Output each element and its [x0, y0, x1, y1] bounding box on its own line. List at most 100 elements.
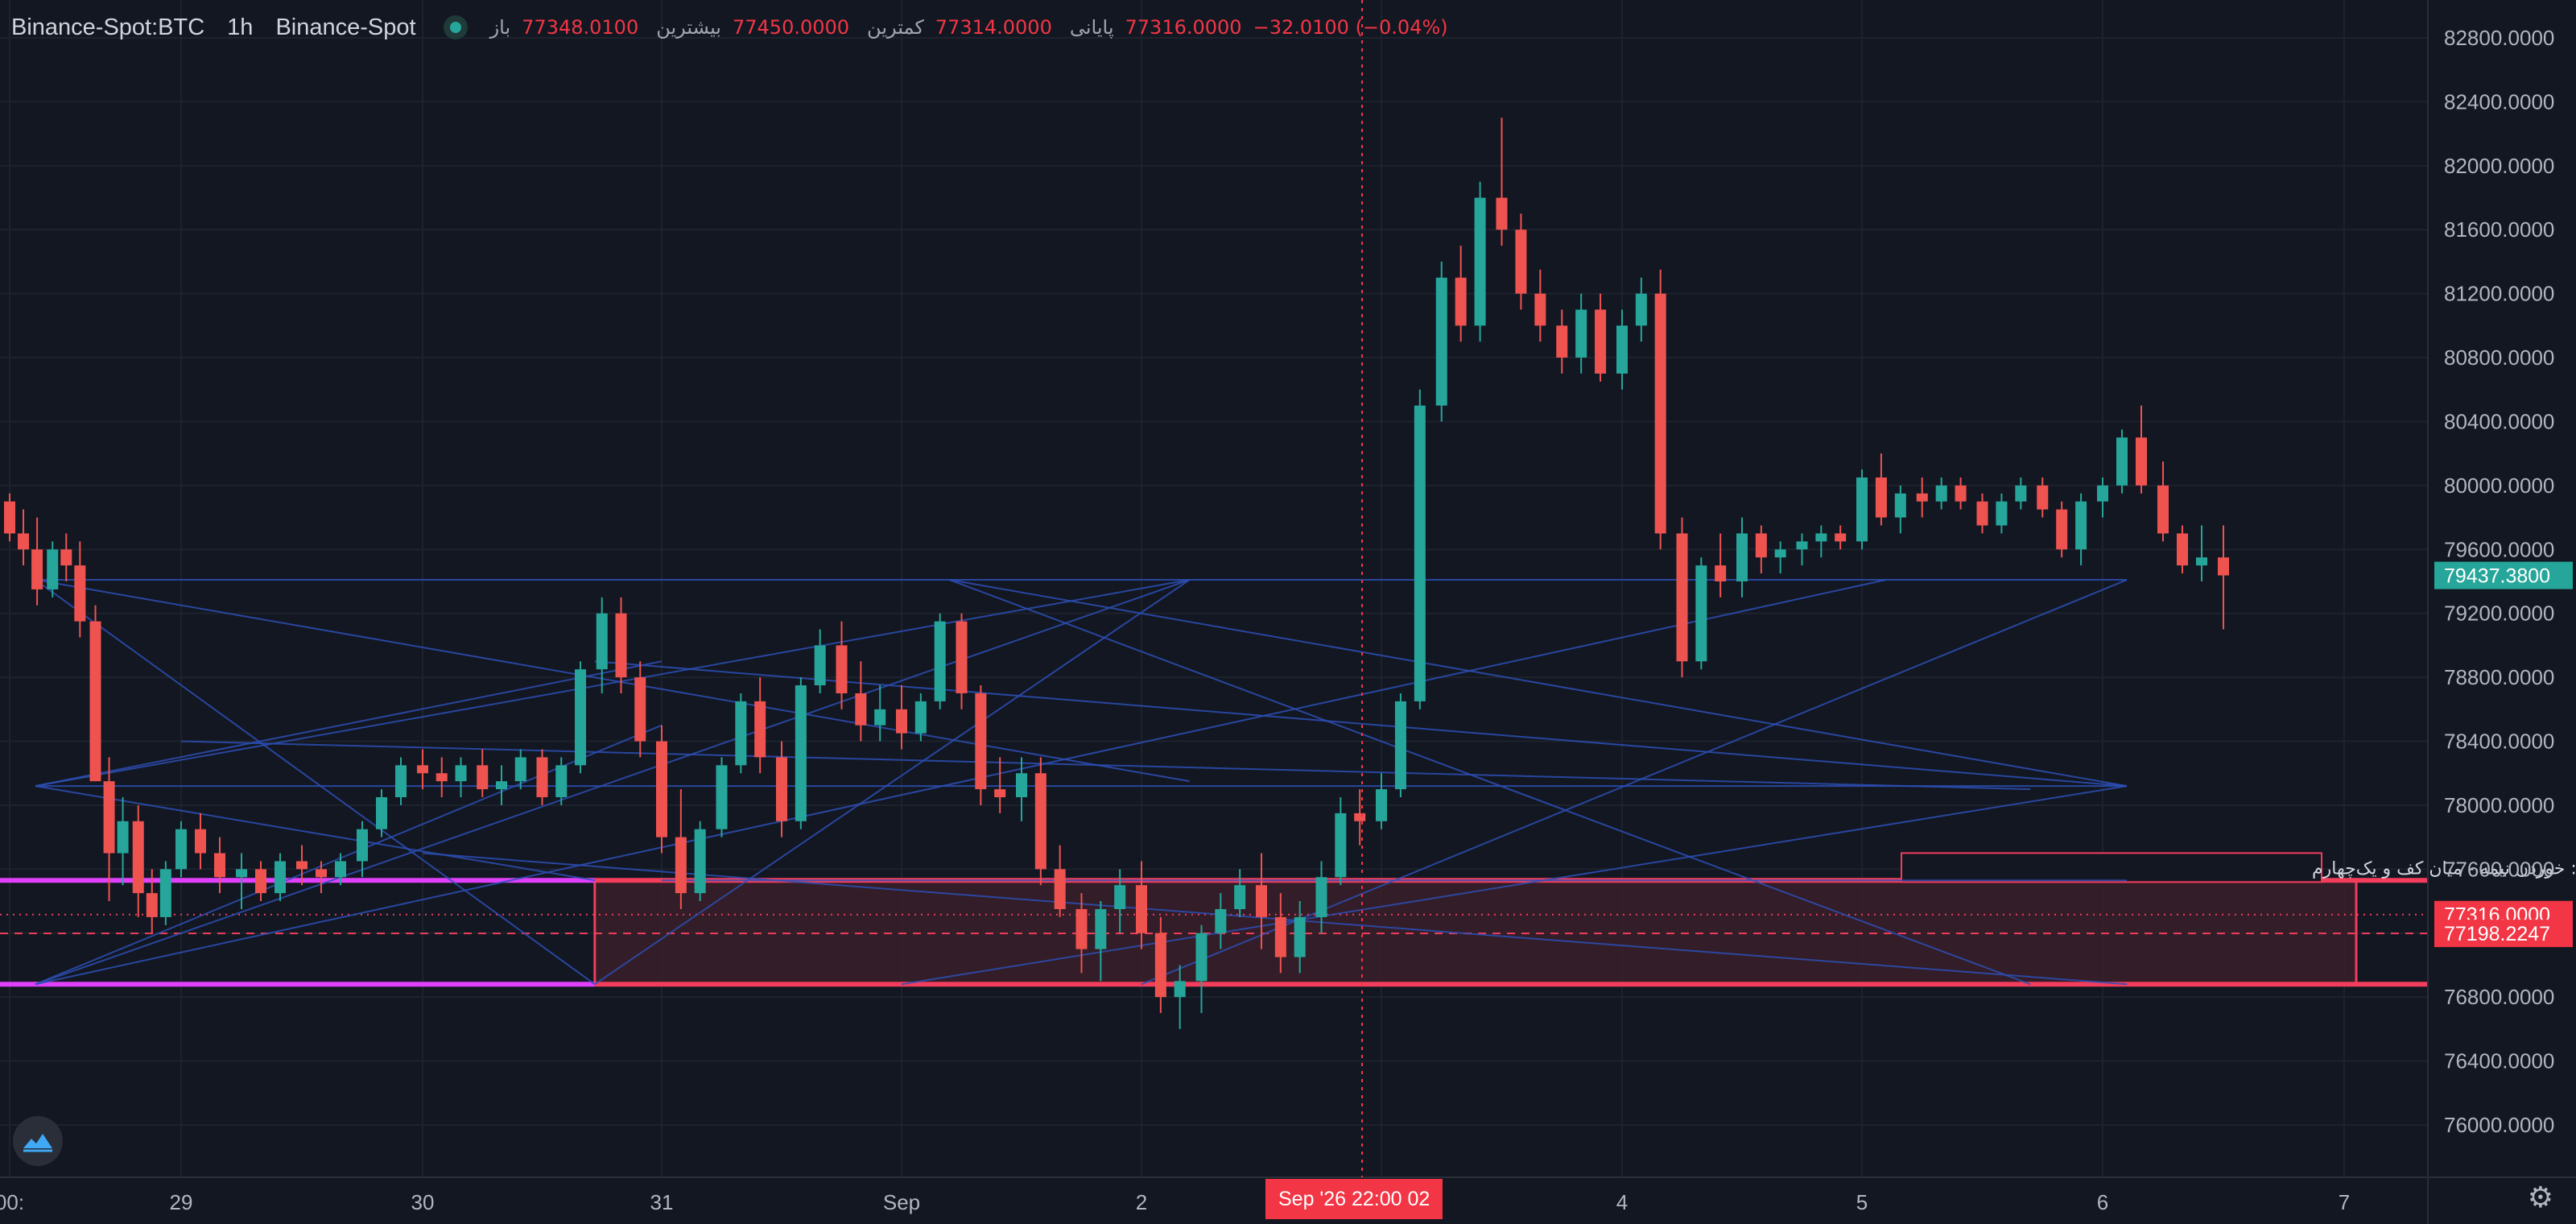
pattern-line[interactable] — [35, 579, 1190, 986]
candle-body — [874, 709, 886, 726]
candle-body — [1875, 477, 1887, 518]
candle-body — [1556, 325, 1568, 358]
candle-body — [855, 693, 867, 726]
change-value: −32.0100 (−0.04%) — [1253, 16, 1448, 39]
x-tick-label: 4 — [1616, 1190, 1628, 1214]
candle-body — [2075, 501, 2087, 550]
candle-body — [1016, 773, 1027, 798]
candle-body — [1114, 885, 1126, 909]
symbol-label[interactable]: Binance-Spot:BTC — [11, 14, 205, 40]
candle-body — [994, 789, 1006, 798]
candle-body — [1676, 533, 1688, 662]
candle-body — [2218, 557, 2229, 576]
x-tick-label: 30 — [411, 1190, 435, 1214]
candle-body — [146, 893, 158, 917]
pattern-line[interactable] — [35, 579, 1887, 986]
candle-body — [1294, 916, 1306, 957]
candle-body — [914, 701, 927, 734]
candle-body — [2015, 485, 2027, 502]
crosshair-time-label: Sep '26 22:00 02 — [1265, 1179, 1443, 1219]
candle-body — [496, 781, 508, 790]
y-tick-label: 82000.0000 — [2444, 154, 2554, 178]
candle-body — [296, 861, 308, 870]
candle-body — [1755, 533, 1767, 558]
candle-body — [1654, 293, 1666, 534]
pattern-line[interactable] — [35, 579, 1190, 788]
candle-body — [1835, 533, 1847, 542]
open-value: 77348.0100 — [522, 16, 639, 39]
candle-body — [1034, 773, 1046, 870]
pattern-line[interactable] — [35, 660, 663, 788]
box-label-text: نیمهٔ باکس: خوردن نیمه - میان کف و یک‌چه… — [2312, 858, 2576, 879]
candle-body — [975, 693, 987, 790]
candle-body — [896, 709, 907, 734]
candle-body — [2136, 437, 2147, 486]
timeframe-label[interactable]: 1h — [227, 14, 254, 40]
candle-body — [575, 669, 587, 766]
pattern-line[interactable] — [180, 740, 2031, 791]
candle-body — [1195, 932, 1208, 982]
candle-body — [1796, 541, 1808, 550]
candle-body — [1256, 885, 1267, 917]
candle-body — [1736, 533, 1748, 581]
candle-body — [2157, 485, 2169, 534]
y-tick-label: 77600.0000 — [2444, 857, 2554, 881]
candle-body — [1335, 813, 1347, 878]
candle-body — [175, 829, 187, 870]
price-badge-box-mid — [2434, 920, 2573, 948]
close-value: 77316.0000 — [1125, 16, 1242, 39]
range-box[interactable] — [593, 879, 2358, 986]
pattern-line[interactable] — [35, 579, 1190, 783]
candle-body — [1496, 197, 1508, 230]
x-tick-label: Sep — [883, 1190, 920, 1214]
candle-body — [1435, 277, 1447, 406]
candle-body — [89, 621, 101, 782]
y-tick-label: 79200.0000 — [2444, 602, 2554, 626]
market-status-dot-icon — [443, 15, 468, 39]
candle-body — [1354, 813, 1366, 821]
high-value: 77450.0000 — [732, 16, 850, 39]
candle-body — [836, 645, 848, 693]
y-tick-label: 76400.0000 — [2444, 1049, 2554, 1073]
pattern-line[interactable] — [594, 660, 2128, 788]
gear-icon[interactable]: ⚙ — [2527, 1181, 2553, 1214]
candle-body — [1315, 877, 1327, 917]
candle-body — [1534, 293, 1546, 326]
x-tick-label: 6 — [2097, 1190, 2108, 1214]
close-label: پایانی — [1069, 16, 1114, 39]
x-tick-label: 7 — [2339, 1190, 2350, 1214]
pattern-line[interactable] — [594, 579, 1191, 986]
pattern-line[interactable] — [422, 852, 2128, 986]
y-tick-label: 80800.0000 — [2444, 345, 2554, 370]
candle-body — [956, 621, 968, 693]
candle-body — [694, 829, 706, 894]
candle-body — [1595, 309, 1607, 374]
candle-body — [615, 613, 627, 678]
pattern-line[interactable] — [949, 579, 2128, 788]
candle-body — [4, 501, 15, 534]
ohlc-values: باز 77348.0100 بیشترین 77450.0000 کمترین… — [484, 16, 1448, 39]
pattern-line[interactable] — [949, 579, 2031, 986]
pattern-line[interactable] — [35, 724, 663, 986]
candle-body — [1154, 932, 1166, 998]
candle-body — [1136, 885, 1147, 933]
candle-body — [1075, 908, 1088, 949]
candle-body — [2116, 437, 2128, 486]
pattern-line[interactable] — [901, 785, 2128, 986]
candle-body — [74, 565, 86, 622]
candle-body — [1976, 501, 1988, 526]
candle-body — [357, 829, 368, 862]
candle-body — [455, 765, 467, 782]
y-tick-label: 76800.0000 — [2444, 985, 2554, 1009]
pattern-line[interactable] — [35, 785, 596, 882]
broker-logo-icon[interactable] — [13, 1116, 63, 1166]
pattern-line[interactable] — [1141, 579, 2128, 986]
price-badge-label: 77198.2247 — [2444, 923, 2550, 945]
candle-body — [1095, 908, 1107, 949]
candle-body — [776, 757, 787, 821]
candle-body — [555, 765, 568, 798]
candle-body — [1996, 501, 2008, 526]
pattern-line[interactable] — [35, 579, 596, 986]
candle-body — [1215, 908, 1227, 933]
